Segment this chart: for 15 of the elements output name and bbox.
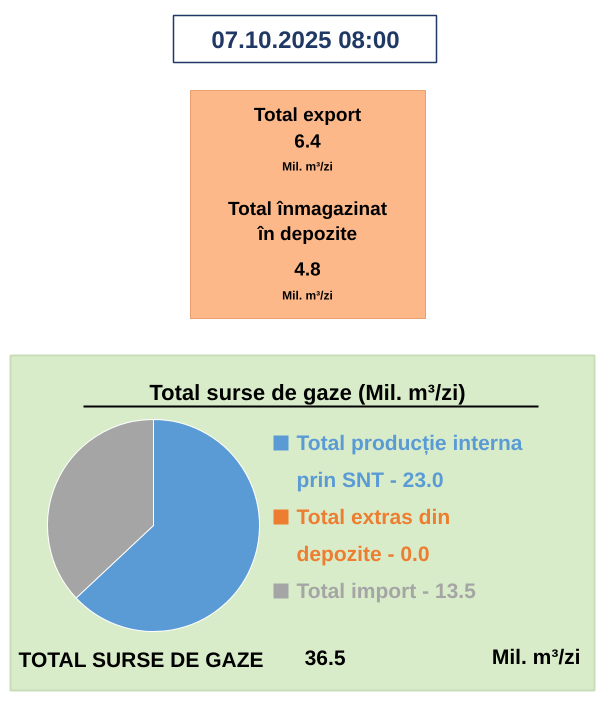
text: TOTAL SURSE DE GAZE	[18, 649, 264, 672]
legend-label: Total extras din depozite - 0.0	[296, 506, 450, 566]
text: 6.4	[294, 132, 322, 152]
text: Total înmagazinat	[228, 199, 388, 220]
text: 07.10.2025 08:00	[211, 27, 400, 54]
text: 4.8	[294, 260, 321, 280]
text: în depozite	[256, 224, 358, 245]
legend-label: Total producție interna prin SNT - 23.0	[296, 432, 523, 492]
text: Mil. m³/zi	[282, 160, 333, 174]
chart-title: Total surse de gaze (Mil. m³/zi)	[149, 380, 466, 405]
text: Mil. m³/zi	[492, 646, 581, 669]
text: 36.5	[304, 647, 346, 670]
legend-label: Total import - 13.5	[296, 580, 476, 603]
text: Mil. m³/zi	[282, 288, 333, 302]
text: Total export	[254, 105, 362, 126]
